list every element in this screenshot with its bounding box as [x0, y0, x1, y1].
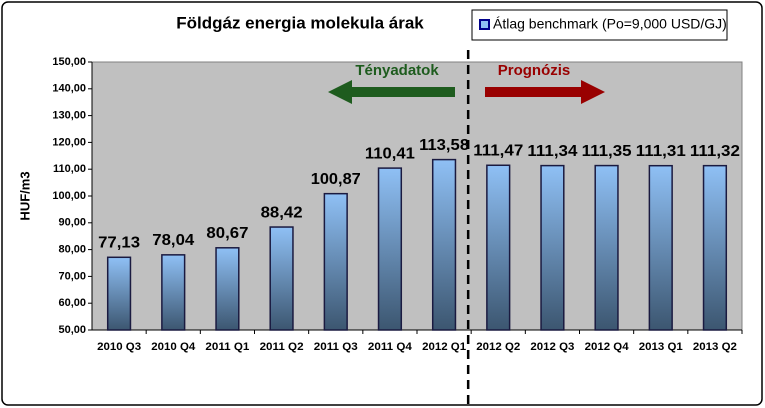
x-tick-label: 2010 Q3	[97, 341, 141, 353]
y-tick-label: 130,00	[52, 110, 86, 122]
x-tick-label: 2012 Q1	[422, 341, 466, 353]
data-label: 100,87	[311, 171, 361, 188]
x-tick-label: 2012 Q2	[476, 341, 520, 353]
y-tick-label: 120,00	[52, 136, 86, 148]
arrow	[328, 80, 455, 104]
data-label: 80,67	[206, 225, 248, 242]
legend-label: Átlag benchmark (Po=9,000 USD/GJ)	[493, 16, 727, 32]
bar	[431, 158, 457, 331]
data-label: 111,32	[690, 143, 740, 160]
annotation: Prognózis	[498, 62, 571, 79]
data-label: 111,34	[527, 143, 577, 160]
bar	[161, 254, 186, 331]
x-tick-label: 2011 Q3	[314, 341, 358, 353]
bar	[594, 164, 619, 331]
y-tick-label: 60,00	[58, 297, 86, 309]
data-label: 111,47	[473, 142, 523, 159]
bar	[486, 164, 511, 331]
data-label: 111,35	[582, 143, 632, 160]
bar	[215, 247, 240, 331]
bar	[648, 164, 673, 331]
y-tick-label: 100,00	[52, 190, 86, 202]
plot-area	[91, 61, 743, 331]
legend-box	[471, 9, 728, 41]
y-tick-label: 80,00	[58, 244, 86, 256]
bar	[269, 226, 294, 331]
bar	[540, 164, 565, 331]
annotation: Tényadatok	[355, 62, 439, 79]
data-label: 110,41	[365, 145, 415, 162]
x-tick-label: 2013 Q2	[693, 341, 737, 353]
y-tick-label: 140,00	[52, 83, 86, 95]
arrow	[485, 80, 605, 104]
x-tick-label: 2011 Q4	[368, 341, 413, 353]
data-label: 111,31	[636, 143, 686, 160]
y-tick-label: 70,00	[58, 270, 86, 282]
data-label: 78,04	[152, 232, 194, 249]
x-tick-label: 2012 Q4	[585, 341, 630, 353]
bar	[323, 192, 348, 331]
y-axis-title: HUF/m3	[17, 171, 32, 220]
x-tick-label: 2010 Q4	[151, 341, 196, 353]
x-tick-label: 2011 Q2	[260, 341, 304, 353]
data-label: 113,58	[419, 137, 469, 154]
x-tick-label: 2011 Q1	[205, 341, 249, 353]
y-tick-label: 110,00	[53, 163, 86, 175]
y-tick-label: 90,00	[58, 217, 86, 229]
y-tick-label: 50,00	[58, 324, 86, 336]
bar	[377, 167, 403, 331]
legend-swatch	[479, 19, 490, 30]
y-tick-label: 150,00	[52, 56, 86, 68]
chart-title: Földgáz energia molekula árak	[176, 13, 424, 32]
x-tick-label: 2012 Q3	[530, 341, 574, 353]
bar	[106, 256, 132, 331]
data-label: 88,42	[261, 204, 303, 221]
bar	[702, 164, 728, 331]
data-label: 77,13	[98, 235, 140, 252]
x-tick-label: 2013 Q1	[639, 341, 683, 353]
